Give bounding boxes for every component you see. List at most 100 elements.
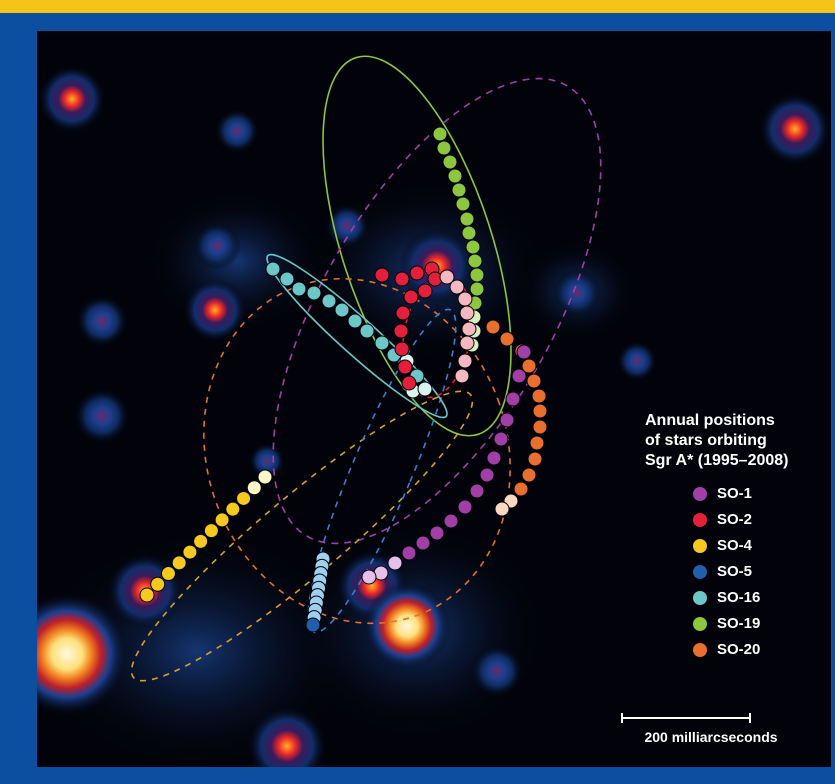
- so-20-position-dot: [526, 373, 542, 389]
- legend-item: SO-19: [693, 611, 827, 637]
- so-20-position-dot: [499, 331, 515, 347]
- background-star: [193, 222, 241, 270]
- so-19-position-dot: [467, 253, 483, 269]
- so-1-position-dot: [361, 569, 377, 585]
- so-20-position-dot: [532, 419, 548, 435]
- legend-list: SO-1 SO-2 SO-4 SO-5 SO-16 SO-19 SO-20: [607, 481, 827, 663]
- scale-line: [621, 713, 751, 723]
- so-1-position-dot: [387, 555, 403, 571]
- so-1-position-dot: [516, 344, 532, 360]
- so-16-position-dot: [321, 293, 337, 309]
- scale-bar: 200 milliarcseconds: [621, 711, 801, 761]
- background-star: [247, 706, 327, 767]
- legend-item: SO-2: [693, 507, 827, 533]
- sky-image: Annual positions of stars orbiting Sgr A…: [37, 31, 831, 767]
- legend-item: SO-16: [693, 585, 827, 611]
- so-4-position-dot: [182, 544, 198, 560]
- so-2-late-position-dot: [454, 368, 470, 384]
- legend-swatch: [693, 643, 707, 657]
- so-20-position-dot: [527, 451, 543, 467]
- so-1-position-dot: [401, 545, 417, 561]
- so-19-position-dot: [447, 168, 463, 184]
- so-2-position-dot: [397, 359, 413, 375]
- background-star: [325, 204, 369, 248]
- so-19-position-dot: [432, 126, 448, 142]
- so-2-position-dot: [417, 283, 433, 299]
- so-20-position-dot: [513, 481, 529, 497]
- legend-item: SO-1: [693, 481, 827, 507]
- so-16-position-dot: [334, 302, 350, 318]
- legend-label: SO-19: [717, 615, 761, 632]
- scale-label: 200 milliarcseconds: [644, 729, 778, 745]
- so-16-position-dot: [265, 261, 281, 277]
- so-19-position-dot: [451, 182, 467, 198]
- so-1-position-dot: [493, 431, 509, 447]
- so-19-position-dot: [469, 267, 485, 283]
- legend-swatch: [693, 487, 707, 501]
- so-2-late-position-dot: [457, 353, 473, 369]
- so-20-position-dot: [529, 435, 545, 451]
- so-2-position-dot: [394, 341, 410, 357]
- so-2-late-position-dot: [439, 269, 455, 285]
- legend-item: SO-5: [693, 559, 827, 585]
- so-2-position-dot: [374, 267, 390, 283]
- so-20-position-dot: [494, 501, 510, 517]
- background-star: [553, 269, 601, 317]
- so-1-position-dot: [499, 412, 515, 428]
- so-16-position-dot: [279, 271, 295, 287]
- so-4-position-dot: [236, 490, 252, 506]
- so-4-position-dot: [257, 469, 273, 485]
- so-2-position-dot: [395, 305, 411, 321]
- so-19-position-dot: [436, 140, 452, 156]
- so-1-position-dot: [457, 499, 473, 515]
- legend-label: SO-2: [717, 511, 753, 528]
- so-1-position-dot: [505, 391, 521, 407]
- so-2-late-position-dot: [457, 291, 473, 307]
- so-2-late-position-dot: [459, 335, 475, 351]
- so-16-position-dot: [306, 285, 322, 301]
- background-star: [183, 278, 247, 342]
- so-16-position-dot: [359, 323, 375, 339]
- top-accent-bar: [0, 0, 835, 13]
- legend-swatch: [693, 565, 707, 579]
- so-1-position-dot: [469, 483, 485, 499]
- so-2-position-dot: [393, 323, 409, 339]
- background-star: [617, 341, 657, 381]
- legend-swatch: [693, 591, 707, 605]
- legend-label: SO-4: [717, 537, 753, 554]
- legend-swatch: [693, 617, 707, 631]
- legend-swatch: [693, 513, 707, 527]
- so-16-position-dot: [417, 381, 433, 397]
- so-19-position-dot: [465, 239, 481, 255]
- so-4-position-dot: [150, 576, 166, 592]
- so-4-position-dot: [160, 566, 176, 582]
- legend-label: SO-20: [717, 641, 761, 658]
- so-1-position-dot: [415, 535, 431, 551]
- so-4-position-dot: [225, 501, 241, 517]
- so-20-position-dot: [531, 388, 547, 404]
- legend-label: SO-5: [717, 563, 753, 580]
- so-1-position-dot: [511, 368, 527, 384]
- so-16-position-dot: [291, 281, 307, 297]
- so-20-position-dot: [532, 403, 548, 419]
- so-20-position-dot: [521, 358, 537, 374]
- legend: Annual positions of stars orbiting Sgr A…: [607, 411, 827, 663]
- orbit-so-16: [266, 253, 448, 419]
- so-20-position-dot: [485, 319, 501, 335]
- so-4-position-dot: [214, 512, 230, 528]
- so-2-position-dot: [394, 271, 410, 287]
- so-16-position-dot: [374, 335, 390, 351]
- so-2-late-position-dot: [461, 321, 477, 337]
- so-1-position-dot: [443, 513, 459, 529]
- orbit-so-19: [322, 55, 512, 437]
- so-2-position-dot: [409, 265, 425, 281]
- so-2-position-dot: [401, 375, 417, 391]
- so-4-position-dot: [193, 533, 209, 549]
- so-16-position-dot: [347, 313, 363, 329]
- so-4-position-dot: [246, 480, 262, 496]
- background-star: [38, 65, 106, 133]
- background-star: [249, 443, 285, 479]
- background-star: [215, 109, 259, 153]
- legend-swatch: [693, 539, 707, 553]
